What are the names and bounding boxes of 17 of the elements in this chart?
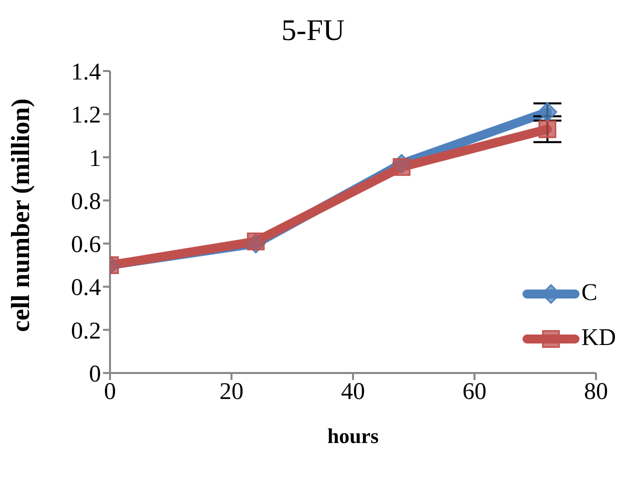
y-axis-title: cell number (million) [6,98,36,332]
y-tick-label: 1.2 [71,102,101,129]
chart-title: 5-FU [280,14,346,48]
y-tick-label: 0.6 [71,232,101,258]
y-tick-label: 0.8 [71,188,101,215]
x-tick-label: 40 [341,379,365,406]
legend-label: KD [581,325,616,352]
y-tick-label: 0.2 [71,318,101,344]
x-tick-label: 80 [584,379,608,406]
legend-label: C [581,280,598,307]
y-tick-label: 0.4 [71,275,101,302]
x-tick-label: 60 [462,379,486,406]
y-tick-label: 1 [89,146,101,172]
y-tick-label: 1.4 [71,60,101,86]
x-tick-label: 20 [220,379,244,406]
y-tick-label: 0 [89,362,101,388]
x-axis-title: hours [327,424,379,448]
